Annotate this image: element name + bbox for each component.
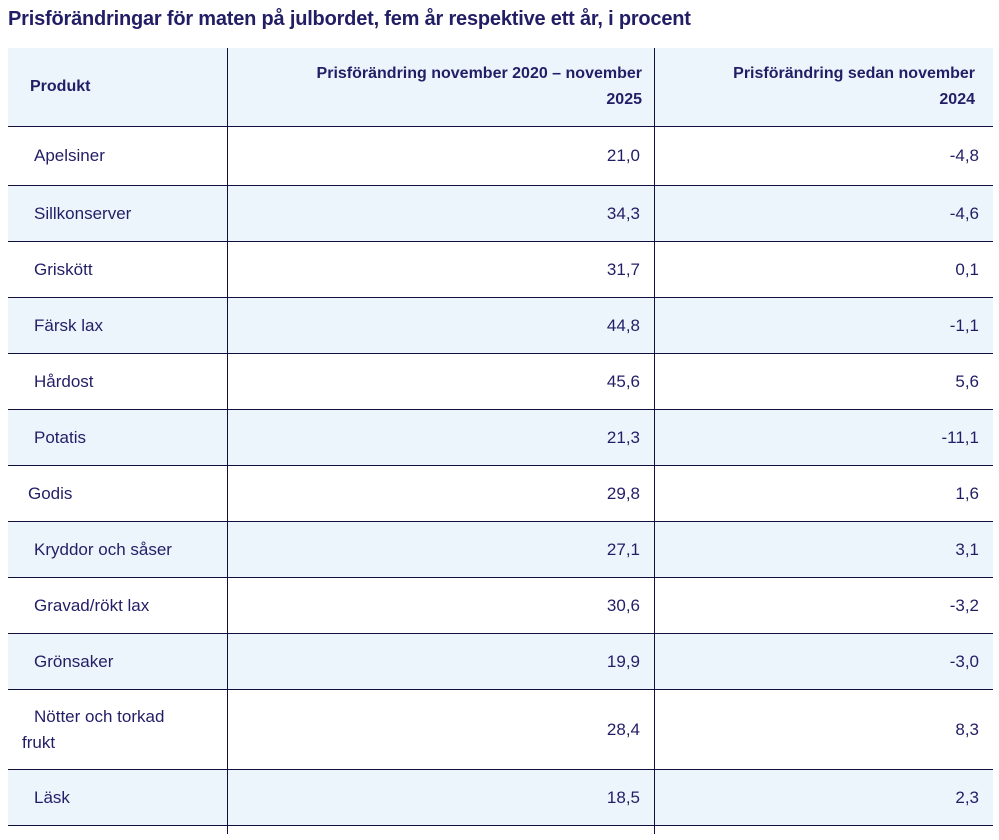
table-row: Läsk 18,5 2,3 xyxy=(8,770,993,826)
five-year-value-cell: 34,3 xyxy=(228,186,655,241)
five-year-value-cell: 30,6 xyxy=(228,578,655,633)
five-year-value-cell: 28,4 xyxy=(228,690,655,769)
product-cell: Sillkonserver xyxy=(8,186,228,241)
page-title: Prisförändringar för maten på julbordet,… xyxy=(8,8,691,30)
one-year-value-cell: -3,0 xyxy=(949,651,979,671)
five-year-value-cell: 19,9 xyxy=(228,634,655,689)
table-row: Griskött 31,7 0,1 xyxy=(8,242,993,298)
table-row: Gravad/rökt lax 30,6 -3,2 xyxy=(8,578,993,634)
table-row: Sillkonserver 34,3 -4,6 xyxy=(8,186,993,242)
column-header-product: Produkt xyxy=(8,48,228,126)
five-year-value-cell xyxy=(228,826,655,834)
product-cell: Hårdost xyxy=(8,354,228,409)
table-row: Potatis 21,3 -11,1 xyxy=(8,410,993,466)
product-cell: Godis xyxy=(8,466,228,521)
product-cell: Grönsaker xyxy=(8,634,228,689)
one-year-value-cell: 0,1 xyxy=(955,259,979,279)
one-year-value-cell xyxy=(655,826,993,834)
table-row-cutoff xyxy=(8,826,993,834)
product-cell: Kryddor och såser xyxy=(8,522,228,577)
one-year-value-cell: -4,8 xyxy=(949,146,979,165)
five-year-value-cell: 27,1 xyxy=(228,522,655,577)
one-year-value-cell: -4,6 xyxy=(949,203,979,223)
one-year-value-cell: -1,1 xyxy=(949,315,979,335)
table-row: Kryddor och såser 27,1 3,1 xyxy=(8,522,993,578)
five-year-value-cell: 29,8 xyxy=(228,466,655,521)
one-year-value-cell: -3,2 xyxy=(949,595,979,615)
table-row: Grönsaker 19,9 -3,0 xyxy=(8,634,993,690)
five-year-value-cell: 18,5 xyxy=(228,770,655,825)
one-year-value-cell: 8,3 xyxy=(955,719,979,739)
table-row: Hårdost 45,6 5,6 xyxy=(8,354,993,410)
table-row: Nötter och torkad frukt 28,4 8,3 xyxy=(8,690,993,770)
one-year-value-cell: -11,1 xyxy=(941,427,980,447)
five-year-value-cell: 21,0 xyxy=(228,127,655,185)
column-header-five-year-label: Prisförändring november 2020 – november … xyxy=(316,65,642,108)
column-header-five-year: Prisförändring november 2020 – november … xyxy=(228,48,655,126)
column-header-product-label: Produkt xyxy=(30,78,91,95)
product-cell: Läsk xyxy=(8,770,228,825)
one-year-value-cell: 2,3 xyxy=(955,787,979,807)
one-year-value-cell: 1,6 xyxy=(955,483,979,503)
product-cell xyxy=(8,826,228,834)
table-row: Apelsiner 21,0 -4,8 xyxy=(8,127,993,186)
product-cell: Färsk lax xyxy=(8,298,228,353)
five-year-value-cell: 21,3 xyxy=(228,410,655,465)
column-header-one-year-label: Prisförändring sedan november 2024 xyxy=(733,65,975,108)
five-year-value-cell: 31,7 xyxy=(228,242,655,297)
column-header-one-year: Prisförändring sedan november 2024 xyxy=(655,48,993,126)
one-year-value-cell: 5,6 xyxy=(955,371,979,391)
one-year-value-cell: 3,1 xyxy=(955,539,979,559)
table-header-row: Produkt Prisförändring november 2020 – n… xyxy=(8,48,993,127)
product-cell: Potatis xyxy=(8,410,228,465)
table-row: Färsk lax 44,8 -1,1 xyxy=(8,298,993,354)
five-year-value-cell: 45,6 xyxy=(228,354,655,409)
five-year-value-cell: 44,8 xyxy=(228,298,655,353)
product-cell: Griskött xyxy=(8,242,228,297)
product-cell: Apelsiner xyxy=(8,127,228,185)
table-row: Godis 29,8 1,6 xyxy=(8,466,993,522)
product-cell: Gravad/rökt lax xyxy=(8,578,228,633)
price-change-table: Produkt Prisförändring november 2020 – n… xyxy=(8,48,993,834)
product-cell: Nötter och torkad frukt xyxy=(8,690,228,769)
